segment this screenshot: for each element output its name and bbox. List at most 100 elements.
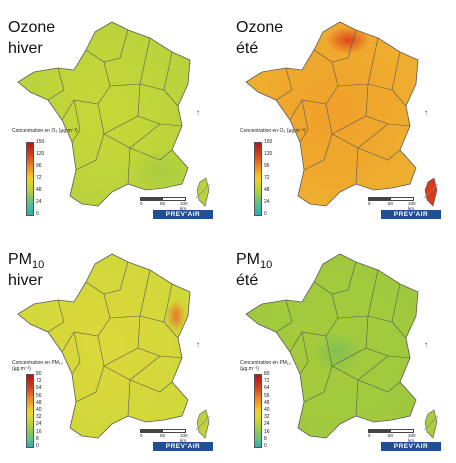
region-border: [129, 147, 173, 161]
france-map: [245, 21, 439, 207]
panel-title: Ozone hiver: [8, 18, 55, 58]
region-border: [129, 379, 173, 393]
region-border: [391, 89, 407, 107]
legend-tick-label: 72: [264, 175, 270, 181]
scale-bar: 0 50 100 km: [140, 428, 192, 443]
france-mainland: [245, 21, 419, 207]
france-mainland: [17, 253, 191, 439]
legend-tick-label: 48: [264, 187, 270, 193]
region-border: [85, 261, 129, 295]
legend-tick-label: 40: [264, 407, 270, 413]
region-border: [299, 99, 309, 143]
legend-tick-label: 32: [264, 414, 270, 421]
panel-title: PM10 été: [236, 250, 272, 290]
region-border: [127, 379, 131, 417]
title-season: hiver: [8, 272, 43, 289]
legend-tick-label: 24: [36, 199, 42, 205]
concentration-legend: Concentration en PM₁₀ (µg.m⁻³) 80 72 64 56 48…: [240, 360, 310, 449]
color-scale-bar: [254, 142, 262, 216]
region-border: [313, 261, 357, 295]
scale-label: 0: [368, 433, 371, 438]
region-border: [163, 89, 179, 107]
legend-tick-label: 150: [264, 139, 273, 145]
legend-tick-label: 96: [264, 163, 270, 169]
scale-label: 100 km: [180, 433, 188, 443]
legend-tick-label: 48: [264, 399, 270, 406]
region-border: [127, 147, 131, 185]
legend-ticks: 80 72 64 56 48 40 32 24 16 8 0: [264, 371, 294, 449]
region-border: [71, 331, 81, 375]
region-border: [163, 321, 179, 339]
legend-tick-label: 48: [36, 399, 42, 406]
legend-caption: Concentration en PM₁₀ (µg.m⁻³): [12, 360, 63, 372]
region-border: [355, 147, 359, 185]
legend-tick-label: 64: [36, 385, 42, 392]
region-border: [75, 133, 105, 171]
legend-tick-label: 8: [36, 435, 39, 442]
region-border: [71, 99, 81, 143]
north-arrow-icon: ↑: [196, 340, 200, 349]
region-border: [357, 379, 401, 393]
title-season: hiver: [8, 40, 43, 57]
concentration-hotspot: [130, 150, 190, 194]
panel-title: Ozone été: [236, 18, 283, 58]
legend-tick-label: 32: [36, 414, 42, 421]
north-arrow-icon: ↑: [424, 108, 428, 117]
region-border: [365, 315, 411, 359]
scale-label: 100 km: [180, 201, 188, 211]
color-scale-bar: [254, 374, 262, 448]
region-border: [355, 379, 359, 417]
legend-tick-label: 80: [264, 371, 270, 377]
north-arrow-icon: ↑: [424, 340, 428, 349]
region-border: [47, 299, 65, 333]
scale-line: [140, 429, 186, 433]
region-border: [137, 315, 183, 359]
corsica: [424, 409, 438, 439]
scale-bar: 0 50 100 km: [140, 196, 192, 211]
scale-label: 50: [160, 433, 166, 438]
scale-label: 0: [368, 201, 371, 206]
legend-tick-label: 150: [36, 139, 45, 145]
legend-caption: Concentration en PM₁₀ (µg.m⁻³): [240, 360, 291, 372]
concentration-legend: Concentration en O₃ (µg.m⁻³) 150 120 96 72 48…: [240, 128, 310, 217]
color-scale-bar: [26, 374, 34, 448]
legend-tick-label: 0: [264, 443, 267, 449]
legend-ticks: 80 72 64 56 48 40 32 24 16 8 0: [36, 371, 66, 449]
legend-tick-label: 40: [36, 407, 42, 413]
title-main: Ozone: [8, 19, 56, 36]
legend-caption: Concentration en O₃ (µg.m⁻³): [240, 128, 306, 134]
title-main: PM: [8, 251, 32, 268]
scale-bar: 0 50 100 km: [368, 428, 420, 443]
map-panel-pm10-hiver: PM10 hiver Concentration en PM₁₀ (µg.m⁻³) 8…: [0, 232, 228, 463]
region-border: [303, 365, 333, 403]
region-border: [313, 29, 357, 63]
legend-tick-label: 80: [36, 371, 42, 377]
scale-label: 50: [160, 201, 166, 206]
concentration-hotspot: [326, 26, 370, 54]
region-border: [137, 83, 183, 127]
title-main: Ozone: [236, 19, 284, 36]
scale-label: 0: [140, 433, 143, 438]
legend-ticks: 150 120 96 72 48 24 0: [36, 139, 66, 217]
legend-tick-label: 24: [36, 421, 42, 428]
corsica: [196, 177, 210, 207]
title-season: été: [236, 40, 259, 57]
north-arrow-icon: ↑: [196, 108, 200, 117]
prevair-logo: PREV'AIR: [381, 442, 441, 451]
region-border: [275, 299, 293, 333]
color-scale-bar: [26, 142, 34, 216]
scale-label: 50: [388, 201, 394, 206]
scale-label: 0: [140, 201, 143, 206]
scale-line: [368, 429, 414, 433]
scale-label: 100 km: [408, 433, 416, 443]
title-season: été: [236, 272, 259, 289]
france-map: [17, 253, 211, 439]
legend-tick-label: 24: [264, 421, 270, 428]
map-panel-pm10-ete: PM10 été Concentration en PM₁₀ (µg.m⁻³) 80 7…: [228, 232, 456, 463]
region-border: [85, 29, 129, 63]
legend-tick-label: 120: [36, 151, 45, 157]
legend-tick-label: 16: [36, 428, 42, 435]
concentration-hotspot: [166, 300, 186, 332]
legend-tick-label: 0: [264, 211, 267, 217]
concentration-legend: Concentration en PM₁₀ (µg.m⁻³) 80 72 64 56 48…: [12, 360, 82, 449]
